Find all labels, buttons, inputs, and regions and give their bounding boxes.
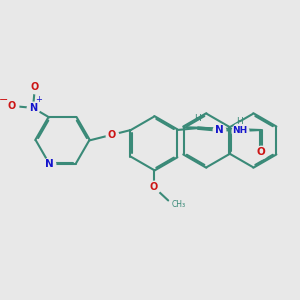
Text: O: O	[8, 101, 16, 111]
Text: N: N	[45, 159, 54, 169]
Text: N: N	[29, 103, 37, 113]
Text: O: O	[256, 147, 265, 157]
Text: H: H	[236, 117, 243, 126]
Text: NH: NH	[232, 127, 248, 136]
Text: O: O	[108, 130, 116, 140]
Text: H: H	[195, 114, 201, 123]
Text: O: O	[150, 182, 158, 192]
Text: +: +	[35, 95, 42, 104]
Text: N: N	[214, 125, 223, 135]
Text: O: O	[31, 82, 39, 92]
Text: CH₃: CH₃	[172, 200, 186, 209]
Text: −: −	[0, 95, 8, 105]
